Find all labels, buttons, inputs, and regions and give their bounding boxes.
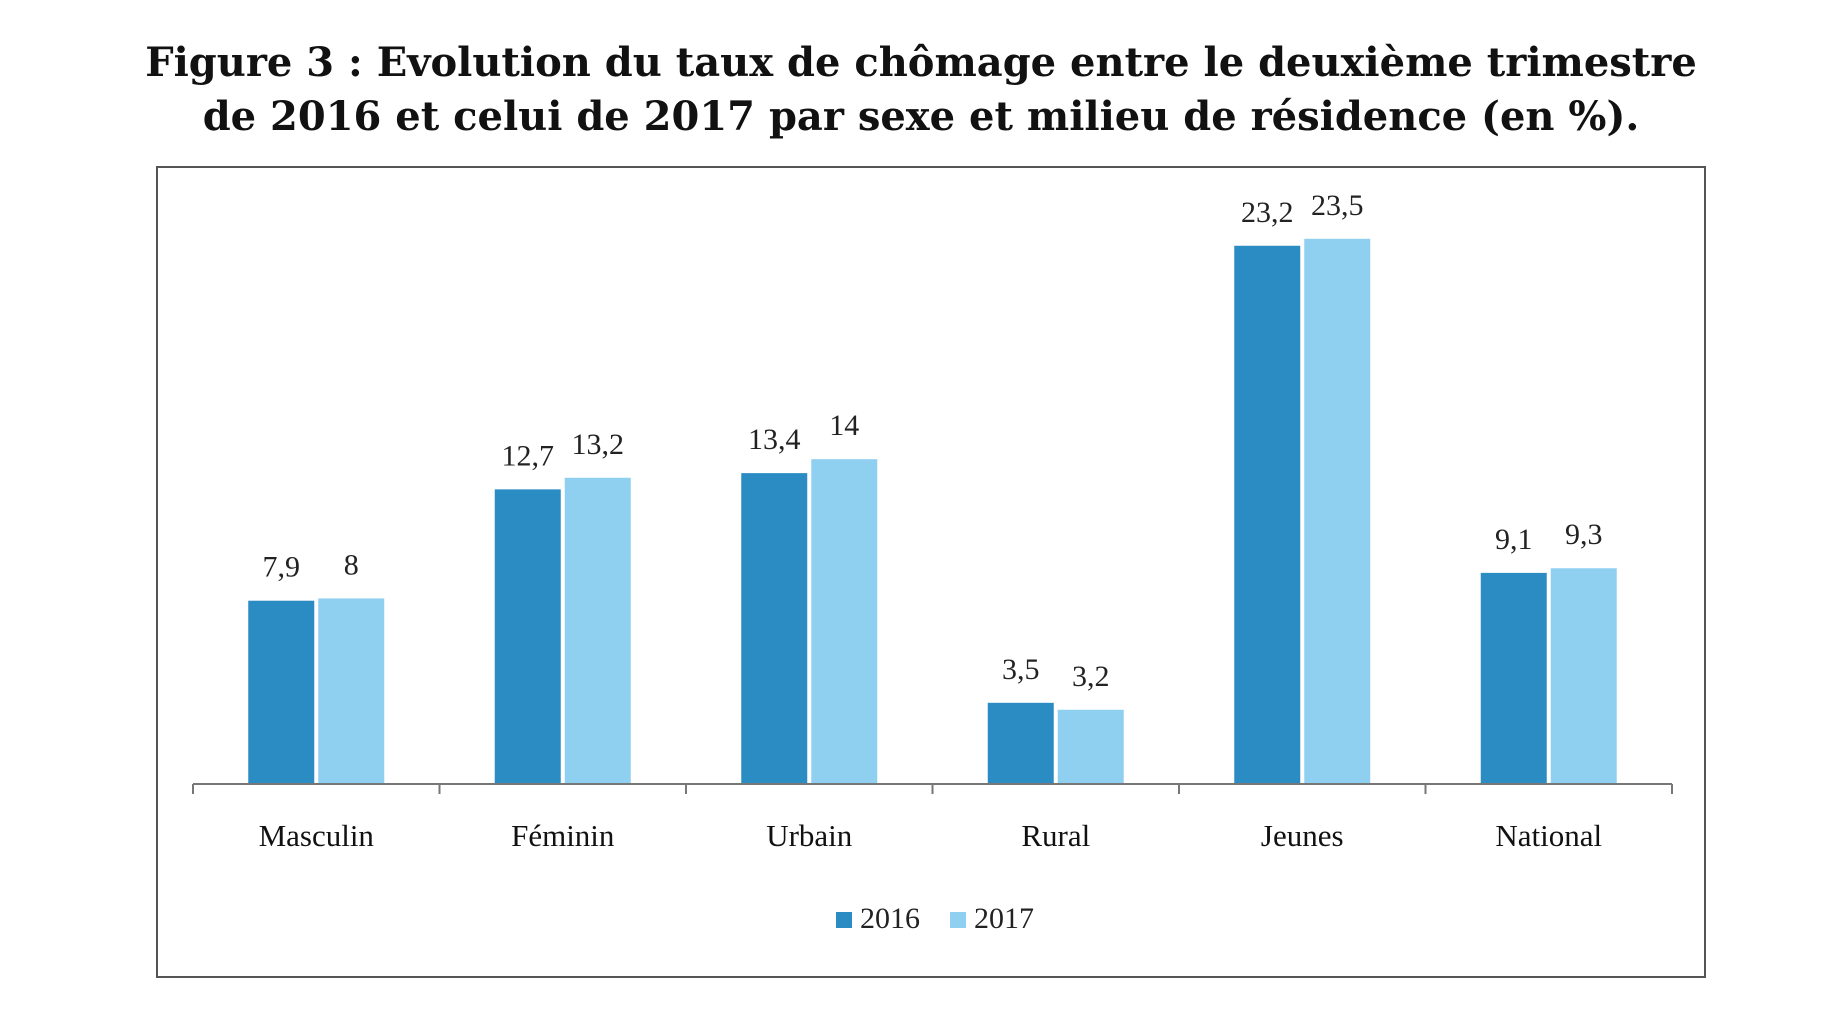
category-label-feminin: Féminin [511,818,615,853]
bar-jeunes-2016 [1234,245,1301,784]
bar-masculin-2016 [248,600,315,784]
chart-frame [156,166,1706,978]
value-label-masculin-2017: 8 [344,548,359,581]
value-label-rural-2016: 3,5 [1002,653,1040,686]
bar-masculin-2017 [318,598,385,784]
category-labels-group: Masculin Féminin Urbain Rural Jeunes National [259,818,1603,853]
value-label-jeunes-2016: 23,2 [1241,196,1294,229]
bar-rural-2016 [987,702,1054,784]
bar-feminin-2017 [564,477,631,784]
bar-national-2017 [1550,568,1617,784]
value-label-jeunes-2017: 23,5 [1311,189,1364,222]
x-axis [192,783,1673,794]
bar-rural-2017 [1057,709,1124,784]
category-label-urbain: Urbain [766,818,853,853]
bar-jeunes-2017 [1304,238,1371,785]
chart-title-line-2: de 2016 et celui de 2017 par sexe et mil… [202,93,1640,140]
legend-label-2017: 2017 [974,902,1034,935]
chart-title: Figure 3 : Evolution du taux de chômage … [0,36,1842,144]
value-label-urbain-2016: 13,4 [748,423,801,456]
legend-swatch-2017 [950,912,966,928]
legend: 2016 2017 [836,902,1034,935]
value-label-rural-2017: 3,2 [1072,660,1110,693]
category-label-rural: Rural [1021,818,1090,853]
category-label-national: National [1495,818,1602,853]
category-label-jeunes: Jeunes [1261,818,1344,853]
value-label-national-2017: 9,3 [1565,518,1603,551]
value-label-urbain-2017: 14 [829,409,859,442]
bar-feminin-2016 [494,489,561,784]
bar-national-2016 [1480,572,1547,784]
category-label-masculin: Masculin [259,818,375,853]
value-labels-group: 7,9 8 12,7 13,2 13,4 14 3,5 3,2 23,2 23,5 9,1 9,3 [263,189,1603,693]
value-label-national-2016: 9,1 [1495,523,1533,556]
value-label-feminin-2016: 12,7 [502,439,555,472]
legend-swatch-2016 [836,912,852,928]
value-label-masculin-2016: 7,9 [263,551,301,584]
bar-urbain-2017 [811,459,878,784]
bars-group [248,238,1617,785]
chart-title-line-1: Figure 3 : Evolution du taux de chômage … [145,39,1697,86]
value-label-feminin-2017: 13,2 [572,428,625,461]
bar-urbain-2016 [741,473,808,784]
legend-label-2016: 2016 [860,902,920,935]
